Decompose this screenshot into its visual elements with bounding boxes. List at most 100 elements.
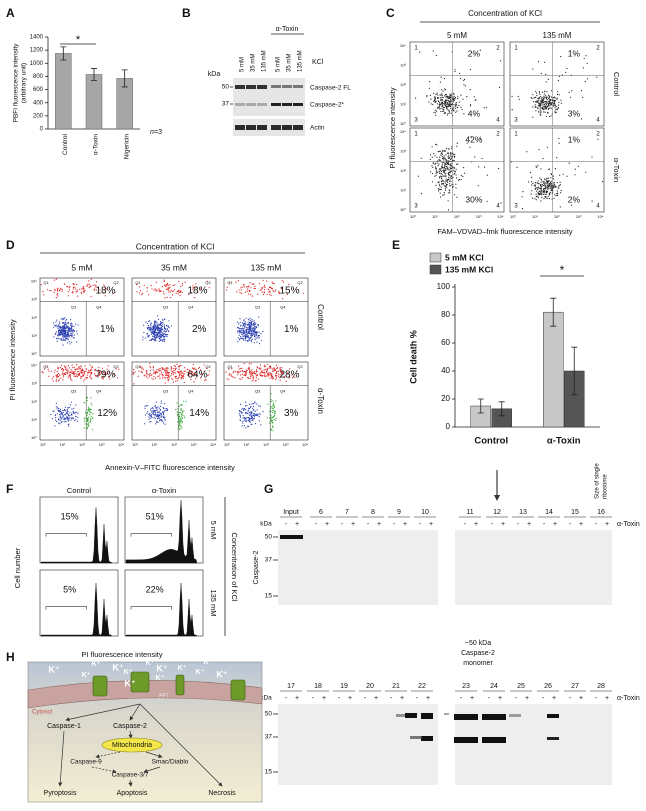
event-dot xyxy=(173,370,174,371)
event-dot xyxy=(549,193,550,194)
event-dot xyxy=(264,292,265,293)
event-dot xyxy=(543,98,544,99)
event-dot xyxy=(80,378,81,379)
event-dot xyxy=(553,198,554,199)
event-dot xyxy=(535,97,536,98)
event-dot xyxy=(254,322,255,323)
event-dot xyxy=(242,371,243,372)
event-dot xyxy=(451,97,452,98)
event-dot xyxy=(551,96,552,97)
event-dot xyxy=(240,330,241,331)
event-dot xyxy=(71,325,72,326)
event-dot xyxy=(63,323,64,324)
ribosome-note: Size of single xyxy=(595,463,601,499)
event-dot xyxy=(547,103,548,104)
event-dot xyxy=(148,374,149,375)
event-dot xyxy=(549,103,550,104)
event-dot xyxy=(271,374,272,375)
event-dot xyxy=(246,286,247,287)
event-dot xyxy=(63,412,64,413)
event-dot xyxy=(58,367,59,368)
event-dot xyxy=(77,333,78,334)
event-dot xyxy=(159,375,160,376)
treatment-label: α-Toxin xyxy=(276,26,299,33)
axis-tick-label: 10² xyxy=(31,315,37,320)
event-dot xyxy=(92,429,93,430)
event-dot xyxy=(86,286,87,287)
event-dot xyxy=(436,111,437,112)
event-dot xyxy=(443,109,444,110)
event-dot xyxy=(454,160,455,161)
sign: - xyxy=(341,521,344,528)
event-dot xyxy=(441,89,442,90)
event-dot xyxy=(146,370,147,371)
event-dot xyxy=(58,380,59,381)
event-dot xyxy=(539,193,540,194)
event-dot xyxy=(243,410,244,411)
event-dot xyxy=(254,416,255,417)
event-dot xyxy=(168,320,169,321)
event-dot xyxy=(225,372,226,373)
event-dot xyxy=(442,151,443,152)
band xyxy=(291,535,303,539)
event-dot xyxy=(162,377,163,378)
event-dot xyxy=(237,374,238,375)
event-dot xyxy=(260,368,261,369)
band xyxy=(482,737,494,743)
event-dot xyxy=(264,365,265,366)
event-dot xyxy=(193,381,194,382)
event-dot xyxy=(148,336,149,337)
event-dot xyxy=(441,189,442,190)
event-dot xyxy=(164,285,165,286)
event-dot xyxy=(67,371,68,372)
quadrant-label: Q1 xyxy=(135,364,141,369)
quadrant-label: Q2 xyxy=(113,364,119,369)
event-dot xyxy=(160,321,161,322)
legend-swatch xyxy=(430,253,441,262)
event-dot xyxy=(161,367,162,368)
event-dot xyxy=(251,335,252,336)
event-dot xyxy=(437,162,438,163)
event-dot xyxy=(244,284,245,285)
event-dot xyxy=(60,409,61,410)
event-dot xyxy=(183,410,184,411)
event-dot xyxy=(158,288,159,289)
band xyxy=(421,736,433,741)
event-dot xyxy=(233,371,234,372)
row-label: Control xyxy=(612,72,621,97)
event-dot xyxy=(168,379,169,380)
event-dot xyxy=(441,184,442,185)
event-dot xyxy=(179,417,180,418)
sign: + xyxy=(527,521,531,528)
event-dot xyxy=(450,181,451,182)
event-dot xyxy=(239,419,240,420)
event-dot xyxy=(265,287,266,288)
event-dot xyxy=(157,326,158,327)
event-dot xyxy=(526,151,527,152)
event-dot xyxy=(93,285,94,286)
event-dot xyxy=(161,413,162,414)
event-dot xyxy=(538,194,539,195)
event-dot xyxy=(168,285,169,286)
event-dot xyxy=(68,327,69,328)
event-dot xyxy=(536,191,537,192)
event-dot xyxy=(260,406,261,407)
event-dot xyxy=(244,371,245,372)
event-dot xyxy=(436,171,437,172)
event-dot xyxy=(155,410,156,411)
band xyxy=(494,737,506,743)
event-dot xyxy=(151,374,152,375)
sign: - xyxy=(416,695,419,702)
event-dot xyxy=(230,374,231,375)
event-dot xyxy=(455,69,456,70)
event-dot xyxy=(455,105,456,106)
event-dot xyxy=(441,152,442,153)
event-dot xyxy=(238,366,239,367)
percentage: 51% xyxy=(146,511,164,521)
event-dot xyxy=(547,185,548,186)
event-dot xyxy=(449,175,450,176)
event-dot xyxy=(85,365,86,366)
event-dot xyxy=(90,397,91,398)
event-dot xyxy=(450,97,451,98)
panel-label: F xyxy=(6,482,13,496)
